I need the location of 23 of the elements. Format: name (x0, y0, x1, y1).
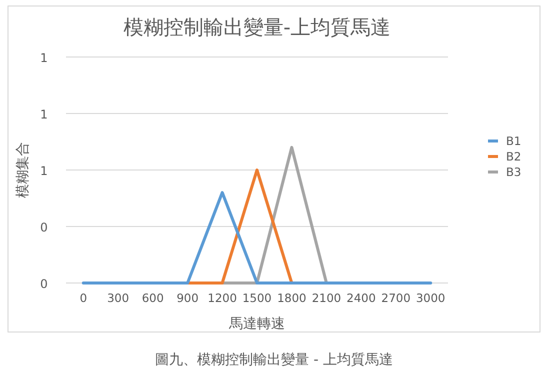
x-tick-label: 1800 (277, 291, 306, 305)
x-tick-label: 2400 (346, 291, 376, 305)
x-tick-label: 300 (107, 291, 130, 305)
x-tick-label: 1500 (242, 291, 272, 305)
x-tick-label: 2100 (312, 291, 342, 305)
x-tick-label: 0 (80, 291, 88, 305)
text: 圖九、模糊控制輸出變量 - 上均質馬達 (155, 352, 393, 368)
x-tick-label: 600 (142, 291, 164, 305)
legend-label: B3 (506, 165, 522, 179)
x-tick-label: 2700 (381, 291, 411, 305)
y-tick-label: 0 (40, 220, 48, 234)
x-tick-label: 3000 (416, 291, 446, 305)
y-axis-title: 模糊集合 (15, 142, 31, 198)
y-tick-label: 1 (40, 108, 48, 122)
x-tick-label: 1200 (208, 291, 237, 305)
x-axis-title: 馬達轉速 (228, 316, 285, 332)
y-tick-label: 1 (40, 164, 48, 178)
legend-label: B1 (506, 134, 522, 148)
x-tick-label: 900 (176, 291, 199, 305)
legend-label: B2 (506, 150, 522, 164)
y-tick-label: 1 (40, 51, 48, 65)
chart-title: 模糊控制輸出變量-上均質馬達 (123, 15, 391, 39)
y-tick-label: 0 (40, 277, 48, 291)
